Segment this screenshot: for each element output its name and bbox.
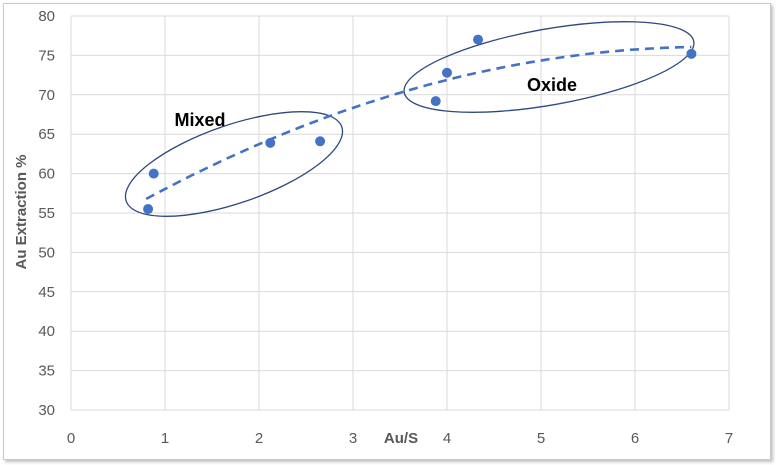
data-point: [148, 168, 159, 179]
y-tick-label: 35: [38, 363, 55, 380]
data-point: [686, 48, 697, 59]
data-point: [315, 136, 326, 147]
cluster-ellipses: [124, 21, 695, 217]
y-tick-label: 65: [38, 126, 55, 143]
data-points: [143, 34, 697, 215]
data-point: [473, 34, 484, 45]
oxide-cluster-ellipse: [403, 21, 695, 113]
data-point: [143, 204, 154, 215]
y-tick-label: 80: [38, 8, 55, 25]
data-point: [265, 137, 276, 148]
data-point: [442, 67, 452, 78]
trendline: [145, 45, 692, 201]
y-tick-label: 45: [38, 284, 55, 301]
x-tick-label: 5: [537, 430, 545, 447]
grid-lines: [70, 15, 730, 411]
y-tick-label: 70: [38, 87, 55, 104]
y-axis-title: Au Extraction %: [13, 154, 30, 269]
y-tick-label: 30: [38, 402, 55, 419]
y-tick-label: 55: [38, 205, 55, 222]
x-tick-label: 1: [161, 430, 169, 447]
data-point: [430, 96, 441, 107]
x-tick-label: 2: [255, 430, 263, 447]
chart-frame: [3, 3, 771, 460]
y-tick-label: 75: [38, 47, 55, 64]
x-tick-label: 3: [349, 430, 357, 447]
x-tick-label: 0: [67, 430, 75, 447]
x-tick-label: 7: [725, 430, 733, 447]
mixed-cluster-ellipse: [124, 111, 344, 217]
y-axis-ticks: 30 35 40 45 50 55 60 65 70 75 80: [38, 8, 55, 419]
x-tick-label: 6: [631, 430, 639, 447]
annotation-mixed: Mixed: [174, 110, 225, 130]
y-tick-label: 60: [38, 166, 55, 183]
y-tick-label: 50: [38, 244, 55, 261]
x-axis-ticks: 0 1 2 3 4 5 6 7: [67, 430, 733, 447]
annotations: Mixed Oxide: [174, 75, 577, 130]
x-axis-title: Au/S: [384, 430, 418, 447]
annotation-oxide: Oxide: [527, 75, 577, 95]
x-tick-label: 4: [443, 430, 451, 447]
trendline-path: [145, 45, 692, 201]
y-tick-label: 40: [38, 323, 55, 340]
